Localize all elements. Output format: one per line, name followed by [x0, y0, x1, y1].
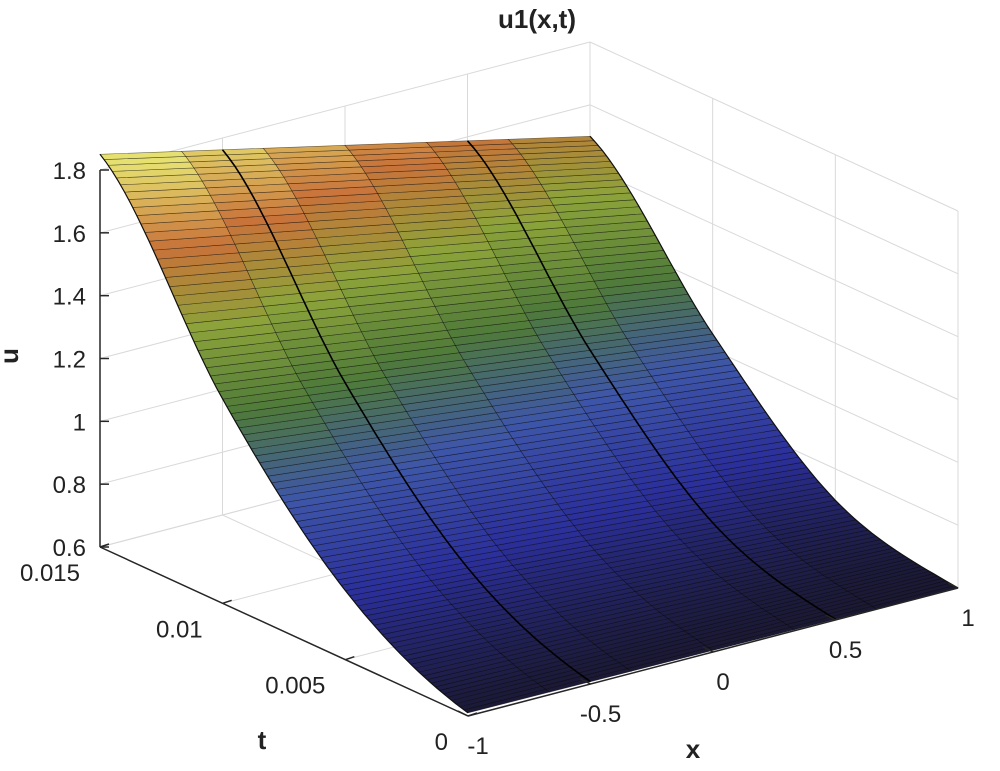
x-tick-mark	[457, 710, 469, 717]
x-tick-label: -0.5	[580, 701, 621, 728]
x-tick-label: 0	[716, 669, 729, 696]
surface-x-curve	[221, 149, 591, 683]
z-tick-label: 1.8	[53, 158, 86, 185]
z-tick-label: 0.6	[53, 535, 86, 562]
t-tick-mark	[222, 599, 232, 605]
z-tick-label: 0.8	[53, 472, 86, 499]
t-tick-mark	[345, 655, 355, 661]
z-axis-ticks: 0.6 0.8 1 1.2 1.4 1.6 1.8	[53, 158, 109, 562]
side-wall-gridline	[589, 104, 959, 275]
t-tick-mark	[467, 712, 478, 717]
z-tick-label: 1.6	[53, 221, 86, 248]
x-tick-label: 1	[961, 605, 974, 632]
side-wall-gridline	[589, 167, 959, 338]
x-tick-mark	[702, 646, 714, 653]
z-tick-label: 1.4	[53, 284, 86, 311]
surface-edge	[99, 153, 469, 714]
back-wall-gridline	[99, 41, 591, 171]
x-axis-label: x	[686, 734, 701, 764]
t-axis-ticks: 0 0.005 0.01 0.015	[20, 543, 478, 756]
z-axis-label: u	[0, 348, 24, 364]
t-axis-line	[99, 546, 469, 717]
surface-edge	[589, 135, 959, 589]
x-tick-mark	[947, 582, 959, 589]
t-tick-label: 0	[435, 729, 448, 756]
t-tick-label: 0.01	[156, 616, 203, 643]
t-tick-label: 0.015	[20, 560, 80, 587]
surface	[99, 135, 959, 714]
x-tick-mark	[825, 614, 836, 621]
surface-x-curve	[466, 140, 836, 620]
t-tick-mark	[99, 543, 110, 548]
x-axis-ticks: -1 -0.5 0 0.5 1	[457, 582, 975, 760]
chart-title: u1(x,t)	[498, 4, 576, 34]
z-tick-label: 1	[73, 409, 86, 436]
x-tick-label: -1	[467, 733, 488, 760]
x-tick-label: 0.5	[829, 637, 862, 664]
side-wall-gridline	[589, 41, 959, 212]
t-tick-label: 0.005	[265, 673, 325, 700]
y-axis-label: t	[258, 725, 267, 755]
z-tick-label: 1.2	[53, 347, 86, 374]
x-tick-mark	[580, 678, 591, 685]
